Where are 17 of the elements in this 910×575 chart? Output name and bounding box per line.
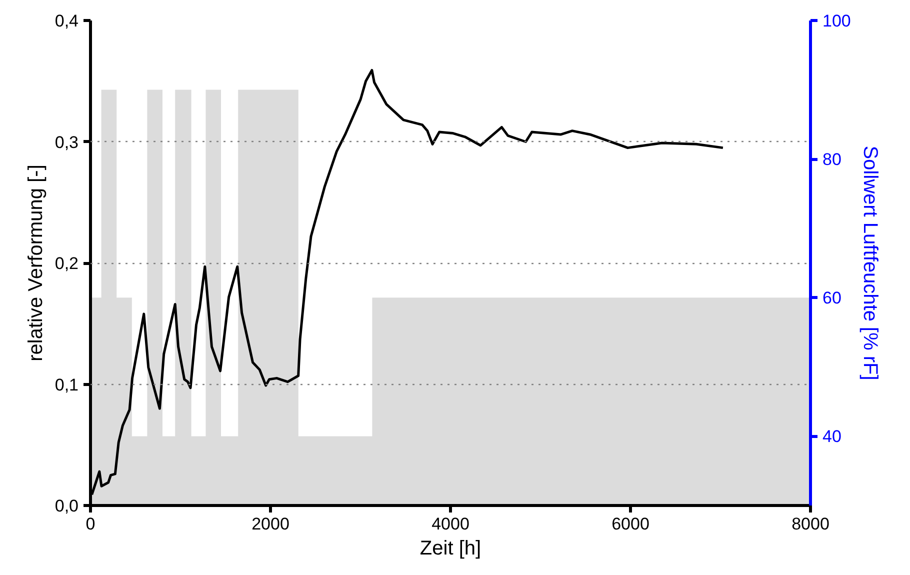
y2-axis-title: Sollwert Luftfeuchte [% rF] [858, 146, 881, 380]
x-tick-label: 2000 [252, 514, 290, 534]
y-tick-label: 0,0 [54, 496, 79, 516]
x-tick-label: 8000 [792, 514, 830, 534]
y-tick-label: 0,4 [54, 12, 79, 30]
y2-tick-label: 40 [822, 427, 842, 446]
y-tick-label: 0,3 [54, 132, 79, 152]
y2-tick-label: 100 [822, 12, 851, 30]
y-tick-label: 0,1 [54, 375, 79, 394]
x-axis-title: Zeit [h] [420, 538, 482, 560]
x-tick-label: 0 [86, 514, 96, 534]
y2-tick-label: 80 [822, 150, 842, 170]
y-axis-title: relative Verformung [-] [24, 164, 47, 362]
x-tick-label: 6000 [612, 514, 650, 534]
y-tick-label: 0,2 [54, 254, 79, 273]
y2-tick-label: 60 [822, 288, 842, 308]
x-tick-label: 4000 [432, 514, 470, 534]
